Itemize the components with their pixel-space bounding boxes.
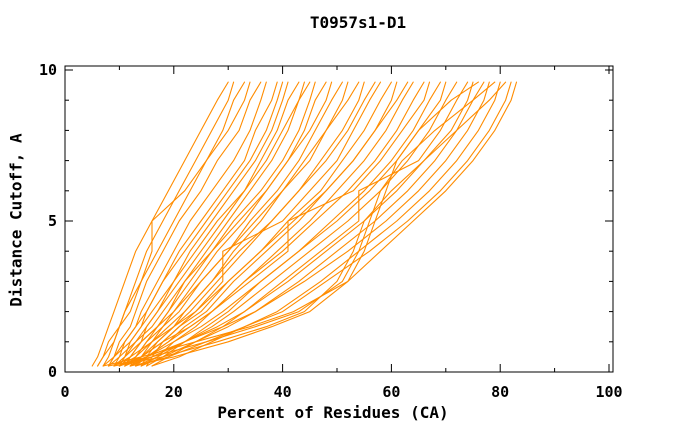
chart-title: T0957s1-D1 [309, 13, 407, 32]
x-tick-label: 40 [274, 383, 292, 401]
model-curve [107, 81, 284, 367]
model-curve [107, 81, 262, 367]
x-tick-label: 20 [165, 383, 183, 401]
model-curve [113, 81, 360, 367]
y-tick-label: 5 [48, 212, 57, 230]
x-tick-label: 60 [382, 383, 400, 401]
model-curve [97, 81, 251, 367]
model-curve [113, 81, 507, 367]
model-curve [107, 81, 496, 367]
model-curve [113, 81, 409, 367]
y-tick-label: 10 [39, 61, 57, 79]
model-curve [102, 81, 479, 367]
model-curve [129, 81, 365, 367]
model-curve [146, 81, 441, 367]
x-tick-label: 0 [60, 383, 69, 401]
model-curve [129, 81, 474, 367]
model-curve [107, 81, 333, 367]
model-curve [118, 81, 431, 367]
model-curve [91, 81, 229, 367]
y-tick-label: 0 [48, 363, 57, 381]
x-axis-title: Percent of Residues (CA) [217, 403, 449, 422]
model-curve [102, 81, 311, 367]
model-curve [129, 81, 518, 367]
x-tick-label: 80 [491, 383, 509, 401]
model-curve [118, 81, 490, 367]
model-curve [129, 81, 425, 367]
plot-border [64, 65, 614, 373]
model-curve [97, 81, 235, 367]
x-tick-label: 100 [595, 383, 622, 401]
